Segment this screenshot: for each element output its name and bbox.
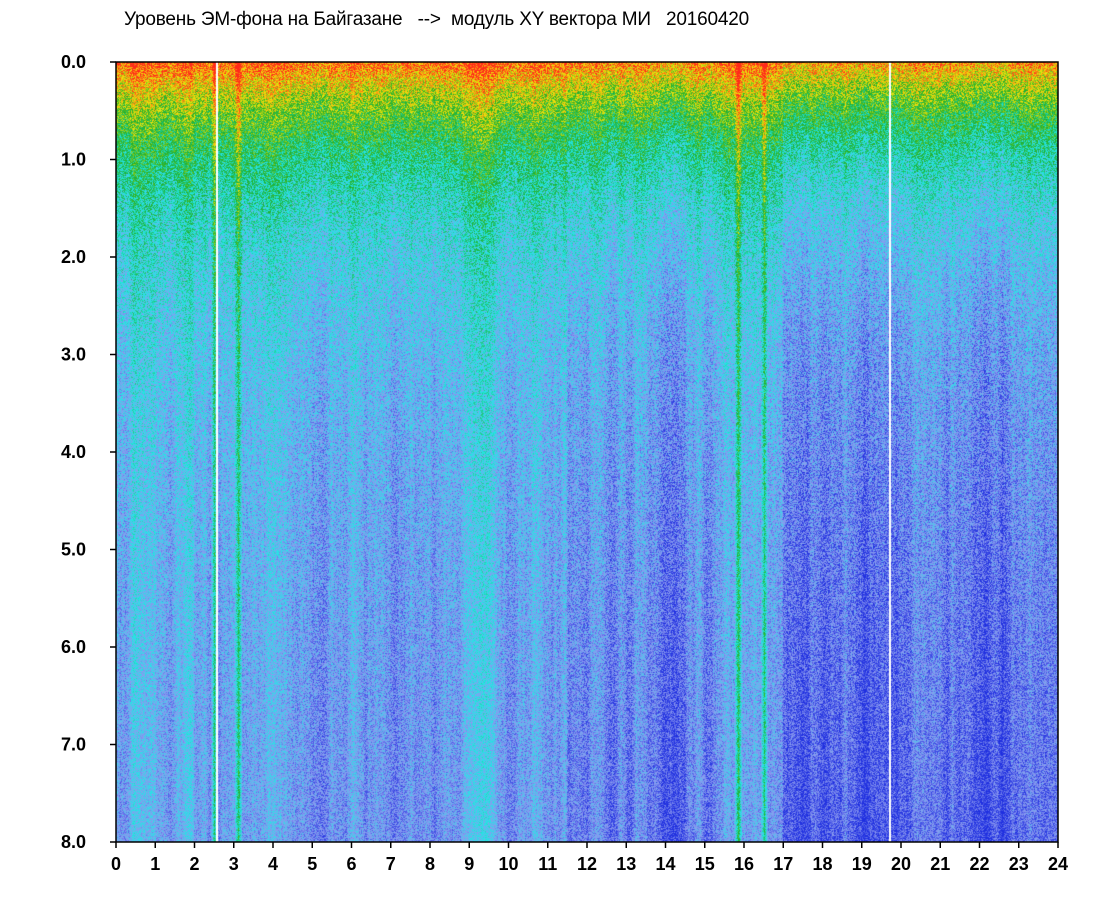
x-tick-label: 3 bbox=[229, 854, 239, 874]
x-tick-label: 10 bbox=[498, 854, 518, 874]
x-tick-label: 21 bbox=[930, 854, 950, 874]
y-tick-label: 3.0 bbox=[61, 345, 86, 365]
x-tick-label: 19 bbox=[852, 854, 872, 874]
heatmap-image bbox=[116, 62, 1058, 842]
x-tick-label: 5 bbox=[307, 854, 317, 874]
x-tick-label: 17 bbox=[773, 854, 793, 874]
x-tick-label: 1 bbox=[150, 854, 160, 874]
x-tick-label: 2 bbox=[189, 854, 199, 874]
x-tick-label: 15 bbox=[695, 854, 715, 874]
y-tick-label: 4.0 bbox=[61, 442, 86, 462]
y-tick-label: 6.0 bbox=[61, 637, 86, 657]
x-tick-label: 20 bbox=[891, 854, 911, 874]
y-axis: 0.0 1.0 2.0 3.0 4.0 5.0 6.0 7.0 8.0 bbox=[61, 52, 116, 852]
x-tick-label: 7 bbox=[386, 854, 396, 874]
y-tick-label: 8.0 bbox=[61, 832, 86, 852]
x-tick-label: 23 bbox=[1009, 854, 1029, 874]
chart-title: Уровень ЭМ-фона на Байгазане --> модуль … bbox=[124, 9, 749, 30]
x-tick-label: 24 bbox=[1048, 854, 1068, 874]
x-axis: 0 1 2 3 4 5 6 7 8 9 10 11 12 13 14 15 16 17 18 19 20 21 22 23 24 bbox=[111, 842, 1068, 874]
y-tick-label: 0.0 bbox=[61, 52, 86, 72]
x-tick-label: 18 bbox=[812, 854, 832, 874]
x-tick-label: 6 bbox=[346, 854, 356, 874]
x-tick-label: 9 bbox=[464, 854, 474, 874]
y-tick-label: 5.0 bbox=[61, 540, 86, 560]
x-tick-label: 22 bbox=[969, 854, 989, 874]
x-tick-label: 4 bbox=[268, 854, 278, 874]
y-tick-label: 7.0 bbox=[61, 735, 86, 755]
y-tick-label: 1.0 bbox=[61, 150, 86, 170]
x-tick-label: 13 bbox=[616, 854, 636, 874]
y-tick-label: 2.0 bbox=[61, 247, 86, 267]
x-tick-label: 12 bbox=[577, 854, 597, 874]
x-tick-label: 11 bbox=[538, 854, 557, 874]
x-tick-label: 0 bbox=[111, 854, 121, 874]
x-tick-label: 8 bbox=[425, 854, 435, 874]
x-tick-label: 14 bbox=[655, 854, 675, 874]
x-tick-label: 16 bbox=[734, 854, 754, 874]
